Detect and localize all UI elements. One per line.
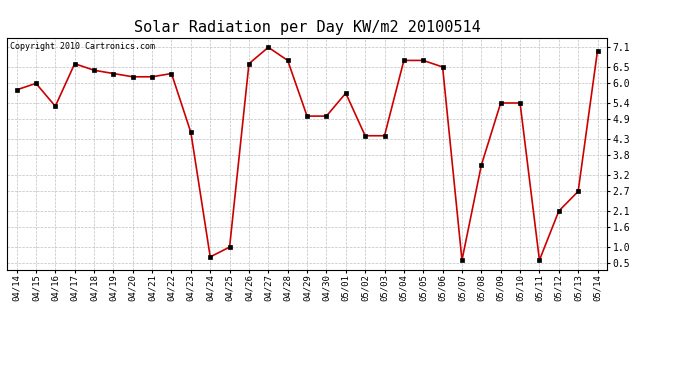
Title: Solar Radiation per Day KW/m2 20100514: Solar Radiation per Day KW/m2 20100514 (134, 20, 480, 35)
Text: Copyright 2010 Cartronics.com: Copyright 2010 Cartronics.com (10, 42, 155, 51)
